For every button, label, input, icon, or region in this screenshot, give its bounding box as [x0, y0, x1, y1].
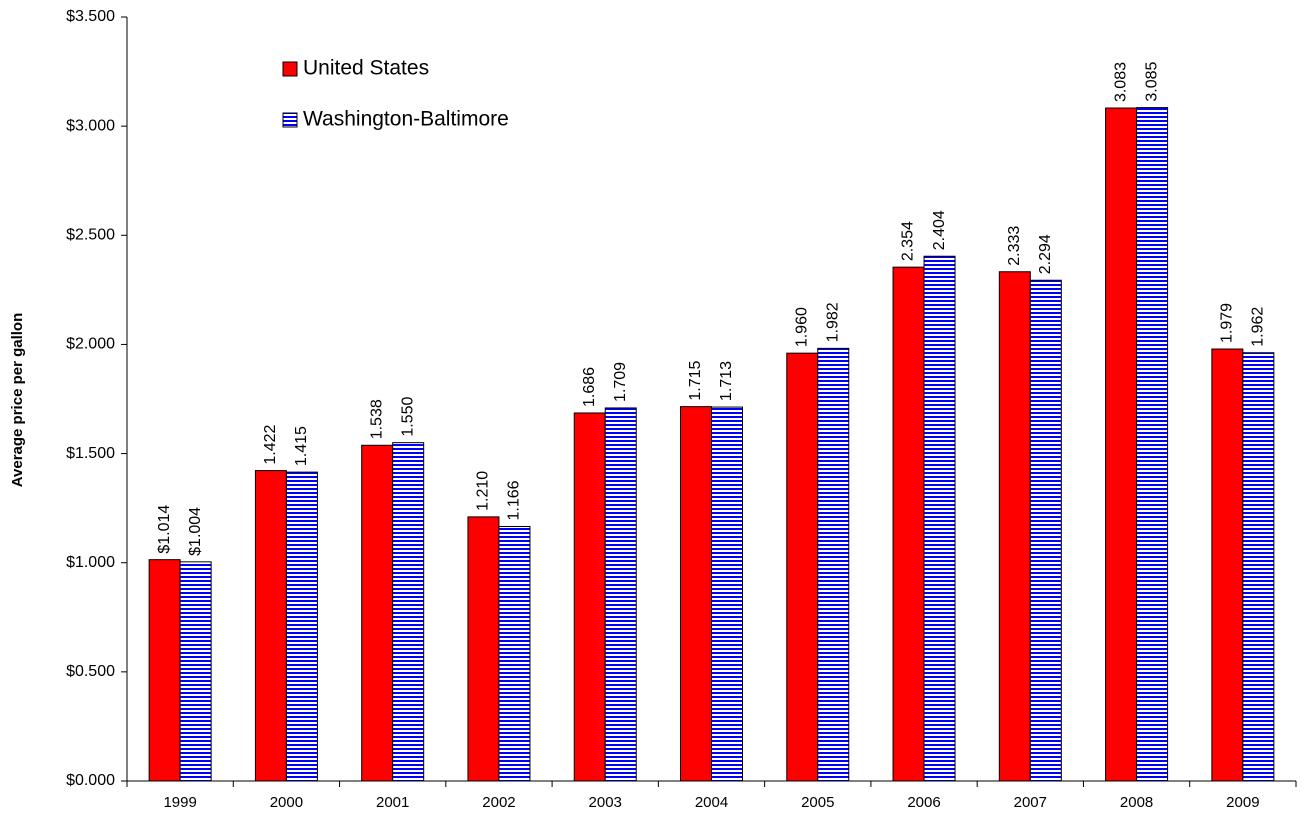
value-label: 3.085 [1143, 61, 1160, 101]
y-tick-label: $3.500 [66, 8, 115, 25]
value-label: 1.960 [793, 307, 810, 347]
x-tick-label: 2005 [801, 794, 834, 811]
y-tick-label: $3.000 [66, 117, 115, 134]
bar [285, 471, 318, 782]
value-label: 1.210 [475, 471, 492, 511]
y-tick-label: $0.500 [66, 663, 115, 680]
value-label: 3.083 [1112, 62, 1129, 102]
bar [711, 406, 743, 782]
x-tick-label: 2003 [589, 794, 622, 811]
value-label: 1.715 [687, 360, 704, 400]
value-label: 1.979 [1219, 303, 1236, 343]
x-tick-label: 2001 [376, 794, 409, 811]
value-label: $1.014 [156, 505, 173, 554]
bar [1211, 348, 1244, 782]
x-tick-label: 1999 [163, 794, 196, 811]
legend-label: United States [303, 57, 429, 80]
bar [923, 255, 956, 782]
x-tick-label: 2002 [482, 794, 515, 811]
value-label: 2.294 [1037, 234, 1054, 274]
value-label: 1.962 [1250, 307, 1267, 347]
bar [498, 525, 531, 782]
x-tick-label: 2000 [270, 794, 303, 811]
legend-swatch [282, 61, 298, 77]
value-label: $1.004 [187, 507, 204, 556]
y-tick-label: $2.000 [66, 336, 115, 353]
y-tick-label: $2.500 [66, 227, 115, 244]
x-tick-label: 2008 [1120, 794, 1153, 811]
y-axis-label: Average price per gallon [9, 313, 26, 488]
legend-swatch [282, 112, 298, 128]
value-label: 1.422 [262, 424, 279, 464]
bar [1136, 107, 1169, 782]
value-label: 1.709 [612, 362, 629, 402]
bar [1242, 352, 1275, 782]
x-tick-label: 2009 [1226, 794, 1259, 811]
legend-label: Washington-Baltimore [303, 108, 509, 131]
x-tick-label: 2006 [907, 794, 940, 811]
value-label: 1.550 [399, 397, 416, 437]
bar [604, 407, 637, 782]
bar [892, 266, 925, 782]
value-label: 1.166 [506, 480, 523, 520]
x-tick-label: 2007 [1014, 794, 1047, 811]
y-tick-label: $0.000 [66, 772, 115, 789]
value-label: 1.538 [368, 399, 385, 439]
bar [148, 559, 181, 782]
value-label: 1.686 [581, 367, 598, 407]
y-tick-label: $1.500 [66, 445, 115, 462]
value-label: 1.713 [718, 361, 735, 401]
value-label: 2.333 [1006, 226, 1023, 266]
x-tick-label: 2004 [695, 794, 728, 811]
bar [467, 516, 500, 782]
bar [254, 470, 287, 782]
bar [1029, 279, 1062, 782]
bar [361, 444, 394, 782]
bar [573, 412, 606, 782]
bar [680, 406, 712, 782]
y-tick-label: $1.000 [66, 554, 115, 571]
bar [179, 561, 212, 782]
bar [998, 271, 1031, 782]
bar [786, 352, 819, 782]
value-label: 2.404 [931, 210, 948, 250]
bar [817, 347, 850, 782]
bar [1105, 107, 1138, 782]
value-label: 1.415 [293, 426, 310, 466]
value-label: 2.354 [900, 221, 917, 261]
value-label: 1.982 [824, 302, 841, 342]
bar [392, 442, 425, 782]
